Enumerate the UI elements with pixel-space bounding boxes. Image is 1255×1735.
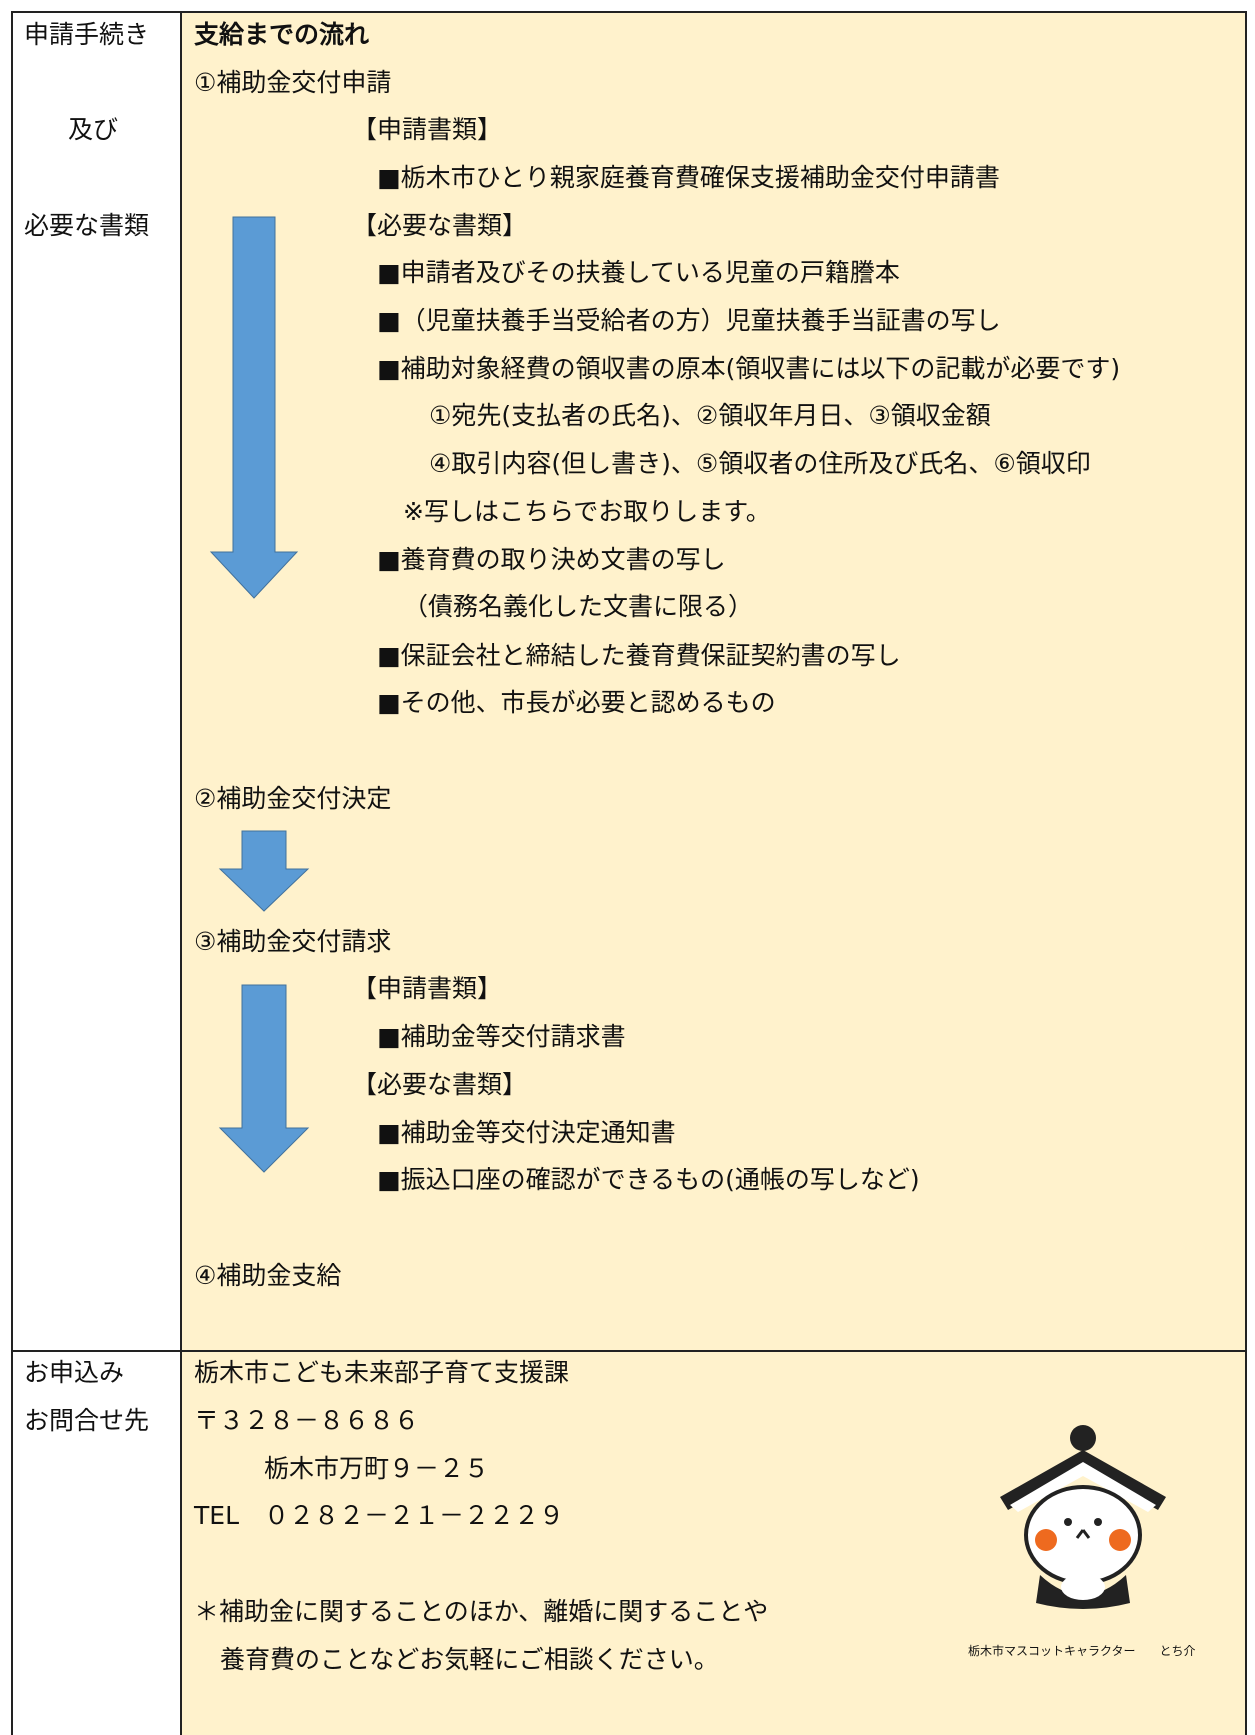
label-cell <box>11 11 182 1352</box>
contact-line: 養育費のことなどお気軽にご相談ください。 <box>220 1645 719 1674</box>
flow-line: ■（児童扶養手当受給者の方）児童扶養手当証書の写し <box>377 306 1001 335</box>
flow-line: ④取引内容(但し書き)、⑤領収者の住所及び氏名、⑥領収印 <box>429 449 1091 478</box>
contact-line: ＊補助金に関することのほか、離婚に関することや <box>194 1597 769 1626</box>
contact-line: TEL ０２８２－２１－２２２９ <box>194 1501 564 1530</box>
flow-line: ■保証会社と締結した養育費保証契約書の写し <box>377 641 901 670</box>
flow-line: ④補助金支給 <box>194 1261 342 1290</box>
flow-line: （債務名義化した文書に限る） <box>403 592 754 621</box>
arrow <box>218 830 310 912</box>
flow-line: ③補助金交付請求 <box>194 927 392 956</box>
contact-line: 栃木市万町９－２５ <box>264 1454 490 1483</box>
row-label: お問合せ先 <box>24 1406 150 1435</box>
row-label: 申請手続き <box>24 20 150 49</box>
flow-line: ■栃木市ひとり親家庭養育費確保支援補助金交付申請書 <box>377 163 1000 192</box>
contact-line: 〒３２８－８６８６ <box>194 1406 420 1435</box>
flow-line: ■振込口座の確認ができるもの(通帳の写しなど) <box>377 1165 920 1194</box>
flow-line: 【申請書類】 <box>352 115 503 144</box>
flow-line: ①宛先(支払者の氏名)、②領収年月日、③領収金額 <box>429 401 991 430</box>
flow-line: ②補助金交付決定 <box>194 784 392 813</box>
mascot <box>1000 1425 1166 1609</box>
flow-line: ■その他、市長が必要と認めるもの <box>377 688 776 717</box>
flow-line: ■補助金等交付請求書 <box>377 1022 626 1051</box>
flow-line: 【必要な書類】 <box>352 211 528 240</box>
flow-line: ■補助金等交付決定通知書 <box>377 1118 676 1147</box>
flow-title: 支給までの流れ <box>194 20 370 49</box>
arrow <box>209 216 299 599</box>
row-label: 及び <box>68 115 119 144</box>
flow-line: ■養育費の取り決め文書の写し <box>377 545 726 574</box>
label-cell <box>11 1350 182 1735</box>
flow-line: ※写しはこちらでお取りします。 <box>403 497 771 526</box>
flow-line: ■補助対象経費の領収書の原本(領収書には以下の記載が必要です) <box>377 354 1121 383</box>
flow-line: ①補助金交付申請 <box>194 68 392 97</box>
flow-cell <box>180 11 1247 1352</box>
contact-line: 栃木市こども未来部子育て支援課 <box>194 1358 570 1387</box>
flow-line: 【申請書類】 <box>352 974 503 1003</box>
row-label: お申込み <box>24 1358 125 1387</box>
row-label: 必要な書類 <box>24 211 150 240</box>
mascot-caption: 栃木市マスコットキャラクター とち介 <box>968 1644 1196 1658</box>
flow-line: 【必要な書類】 <box>352 1070 528 1099</box>
arrow <box>218 984 310 1173</box>
flow-line: ■申請者及びその扶養している児童の戸籍謄本 <box>377 258 900 287</box>
